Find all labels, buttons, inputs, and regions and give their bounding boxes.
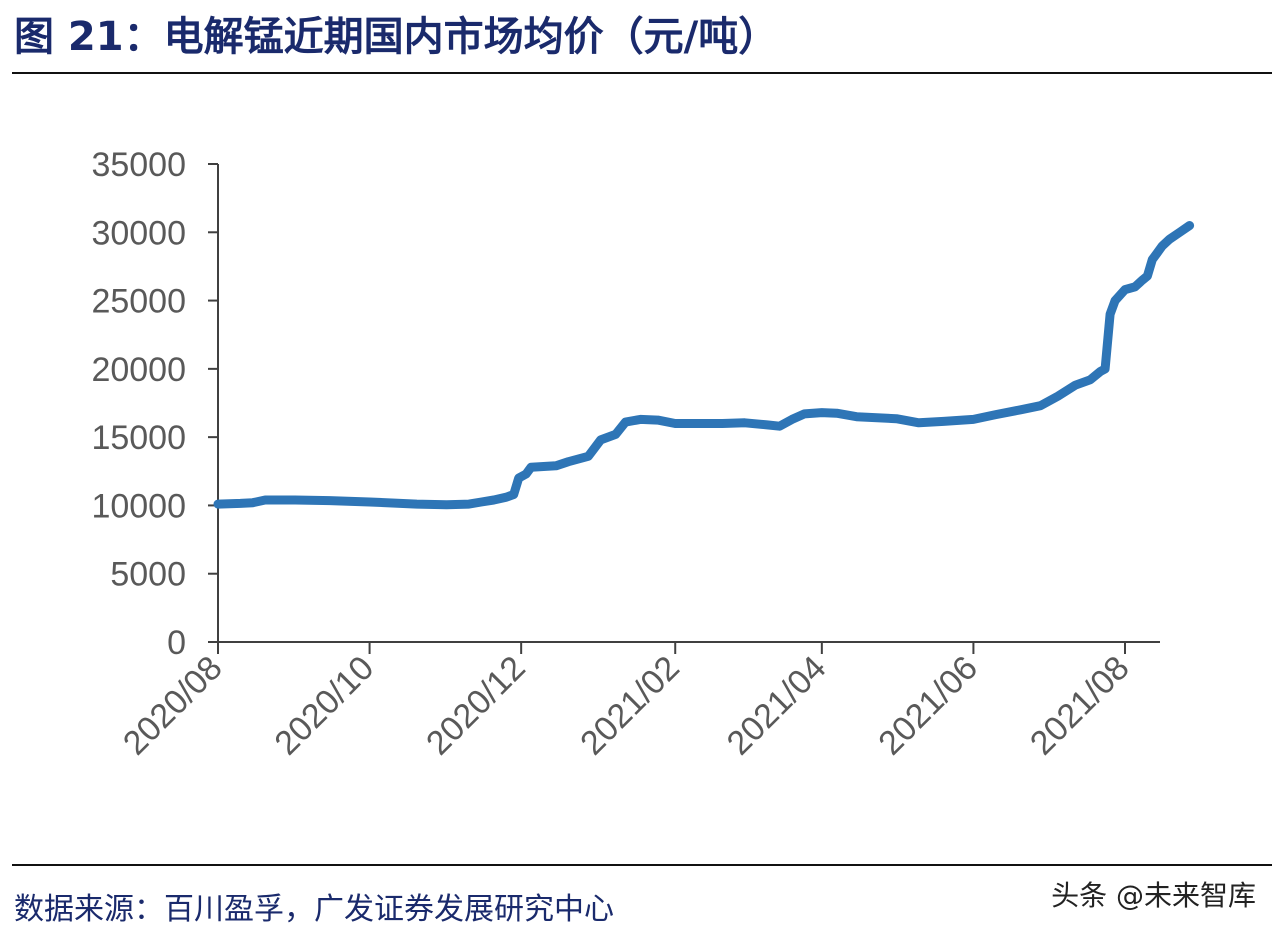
data-point [1179,231,1181,233]
data-point [1040,405,1041,407]
data-point [1124,289,1126,291]
data-point [567,461,569,463]
data-point [639,418,641,420]
data-point [555,465,557,467]
top-rule [12,72,1272,74]
y-tick-label: 15000 [91,419,186,457]
data-point [657,419,659,421]
data-point [918,422,920,424]
x-tick-label: 2021/06 [871,649,985,763]
data-point [625,421,626,423]
data-point [1156,252,1158,254]
data-point [836,412,838,414]
data-point [1020,409,1022,411]
data-point [1134,286,1136,288]
data-point [943,420,945,422]
data-point [821,412,823,414]
y-tick-label: 20000 [91,351,186,389]
data-point [1189,225,1191,226]
data-point [1114,300,1116,302]
data-point [480,501,482,503]
x-tick-label: 2021/08 [1023,649,1137,763]
data-point [791,418,793,420]
data-point [525,473,527,475]
data-point [1074,384,1076,386]
data-point [744,422,746,424]
source-note: 数据来源：百川盈孚，广发证券发展研究中心 [14,892,614,927]
data-point [721,423,723,424]
data-point [1146,275,1148,277]
data-point [530,466,532,468]
data-point [505,496,507,498]
data-point [369,501,371,503]
data-point [329,500,331,502]
bottom-rule [12,864,1272,866]
data-point [1104,368,1106,370]
y-axis: 0 5000 10000 15000 20000 25000 30000 35000 [91,146,219,662]
series-group [213,221,1195,510]
data-point [1109,313,1111,315]
data-point [513,494,515,495]
watermark: 头条 @未来智库 [1051,879,1256,912]
data-point [252,502,254,504]
x-tick-label: 2021/02 [573,649,687,763]
x-tick-label: 2020/10 [267,649,381,763]
data-point [416,503,418,505]
line-chart: 0 5000 10000 15000 20000 25000 30000 35000 2020… [91,146,1195,763]
data-point [615,433,617,435]
y-tick-label: 0 [167,624,186,662]
data-point [766,424,768,426]
data-point [972,418,974,420]
data-point [493,499,495,501]
page-title: 图 21：电解锰近期国内市场均价（元/吨） [14,14,779,60]
data-point [294,499,296,501]
data-point [600,439,602,441]
x-tick-label: 2020/08 [116,649,230,763]
data-point [1099,371,1101,373]
x-axis: 2020/08 2020/10 2020/12 2021/02 2021/04 2021/… [116,641,1160,763]
series-line [213,221,1195,510]
data-point [803,413,805,415]
data-point [1057,395,1059,397]
data-point [674,423,676,424]
y-tick-label: 25000 [91,283,186,321]
y-tick-label: 5000 [110,556,186,594]
data-point [856,416,858,418]
data-point [1141,279,1143,281]
data-point [895,418,897,420]
data-point [217,503,219,505]
data-point [1089,379,1091,381]
y-tick-label: 35000 [91,146,186,184]
y-tick-label: 30000 [91,214,186,252]
data-point [1161,245,1163,247]
data-point [264,499,266,501]
y-tick-label: 10000 [91,487,186,525]
data-point [468,503,470,505]
data-point [587,455,589,457]
data-point [779,425,781,427]
x-tick-label: 2020/12 [419,649,533,763]
data-point [518,477,520,479]
data-point [1169,238,1171,240]
data-point [995,414,997,416]
data-point [1151,259,1153,261]
data-point [239,502,241,504]
data-point [446,504,448,506]
x-tick-label: 2021/04 [720,649,834,763]
